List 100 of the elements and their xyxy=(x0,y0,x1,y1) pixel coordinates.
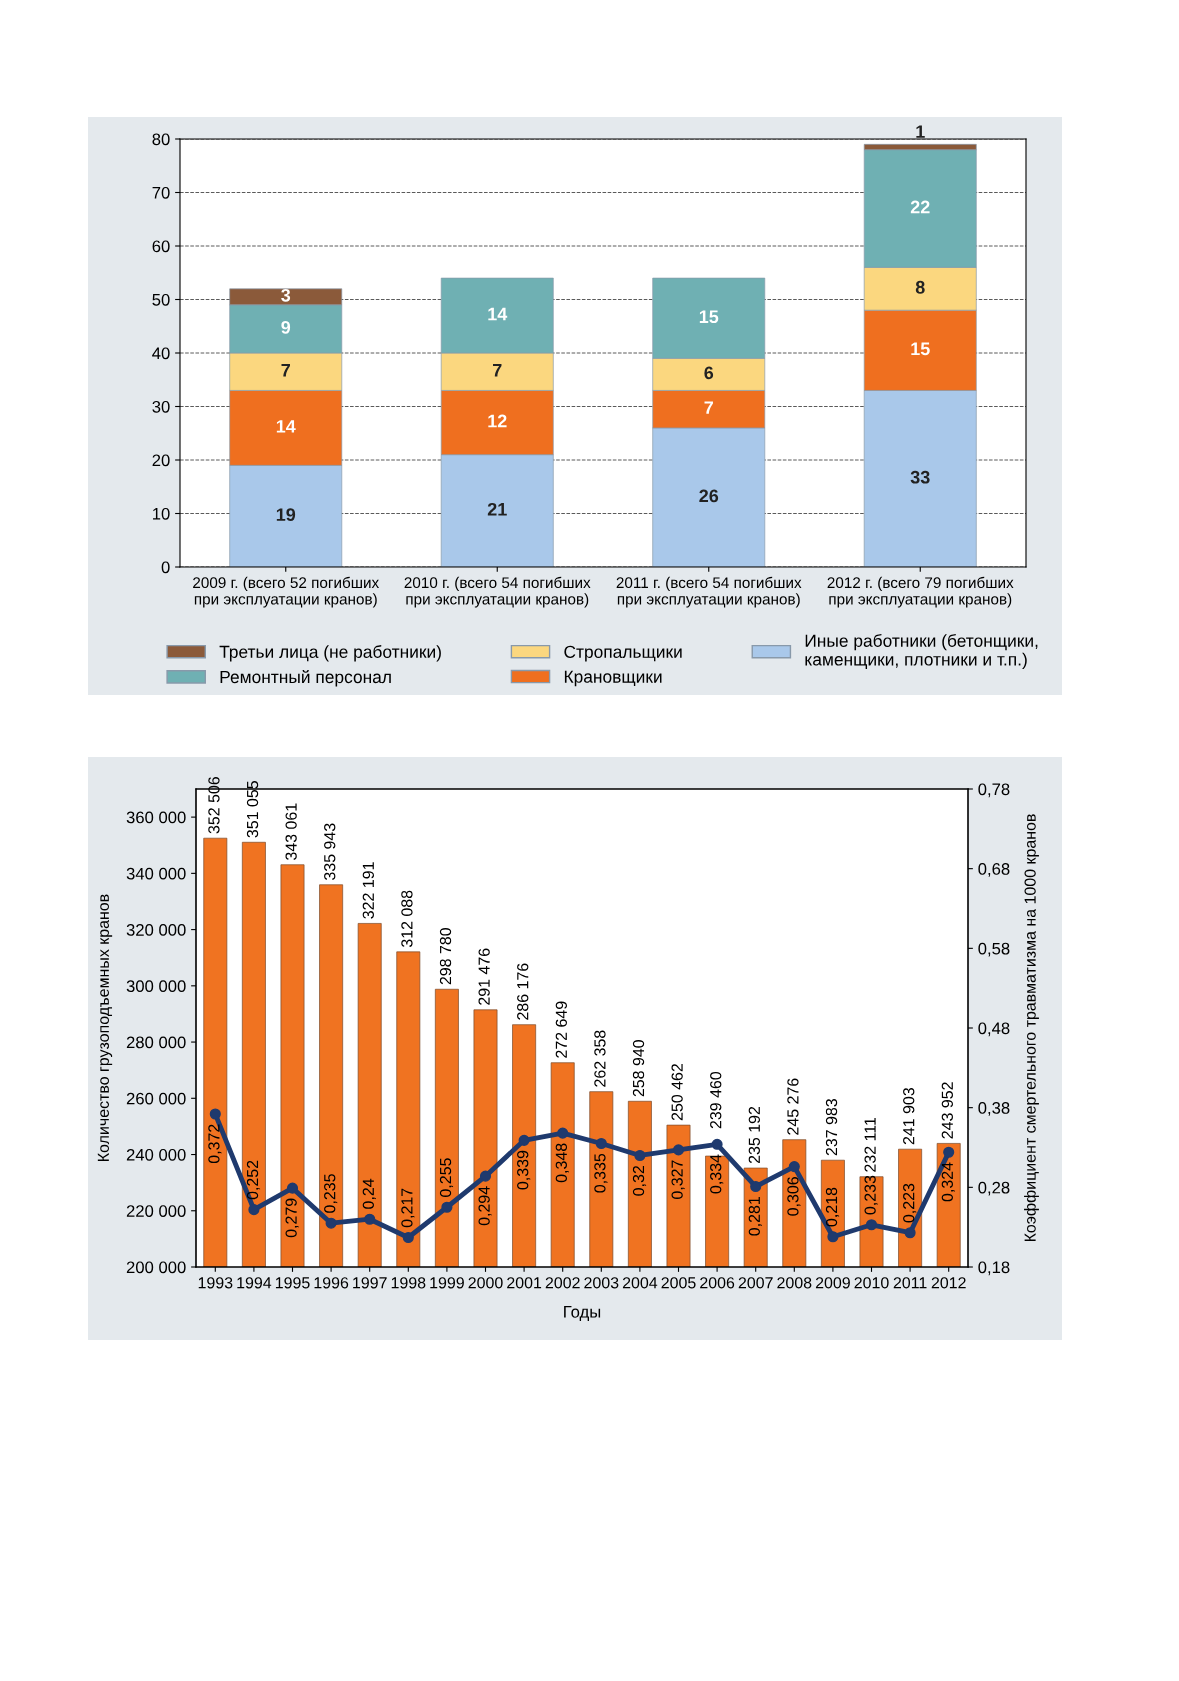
data-label: 6 xyxy=(704,366,714,380)
legend-label: Третьи лица (не работники) xyxy=(219,645,441,662)
y2-axis-title: Коэффициент смертельного травматизма на 1000 кранов xyxy=(1024,814,1039,1242)
data-label: 0,281 xyxy=(748,1197,762,1236)
y-tick-label: 300 000 xyxy=(126,980,186,993)
data-label: 291 476 xyxy=(478,948,490,1005)
data-label: 1 xyxy=(916,125,925,138)
y-tick-label: 80 xyxy=(152,133,170,146)
x-tick-label: 2006 xyxy=(700,1277,735,1289)
data-label: 0,252 xyxy=(246,1160,261,1200)
legend-label: Иные работники (бетонщики, каменщики, плотники и т.п.) xyxy=(805,633,1038,670)
data-label: 7 xyxy=(704,401,713,414)
y-tick-label: 10 xyxy=(153,507,170,520)
data-label: 0,294 xyxy=(478,1186,492,1226)
x-tick-label: 2010 xyxy=(854,1277,889,1289)
data-label: 239 460 xyxy=(710,1071,722,1129)
y-tick-label: 30 xyxy=(152,400,170,413)
data-label: 12 xyxy=(488,414,507,428)
y-tick-label: 0 xyxy=(161,561,170,574)
data-label: 0,217 xyxy=(401,1188,415,1228)
data-label: 7 xyxy=(281,363,290,377)
y-tick-label: 200 000 xyxy=(126,1261,186,1274)
x-tick-label: 2007 xyxy=(738,1277,773,1289)
y2-tick-label: 0,78 xyxy=(978,783,1010,798)
data-label: 15 xyxy=(699,310,719,324)
x-tick-label: 2008 xyxy=(777,1277,812,1289)
x-tick-label: 2009 xyxy=(815,1277,850,1289)
data-label: 272 649 xyxy=(555,1001,567,1058)
x-tick-label: 2011 г. (всего 54 погибших при эксплуатации кранов) xyxy=(616,576,802,608)
legend-label: Крановщики xyxy=(564,670,662,687)
x-tick-label: 1993 xyxy=(198,1277,233,1289)
data-label: 352 506 xyxy=(208,776,220,834)
data-label: 0,223 xyxy=(903,1183,917,1223)
x-tick-label: 2001 xyxy=(507,1277,542,1289)
legend-label: Стропальщики xyxy=(564,645,682,662)
x-tick-label: 2003 xyxy=(584,1277,619,1289)
data-label: 0,339 xyxy=(517,1150,531,1190)
y-tick-label: 70 xyxy=(152,186,170,199)
data-label: 0,327 xyxy=(671,1160,685,1199)
data-label: 26 xyxy=(699,489,719,503)
y-tick-label: 280 000 xyxy=(126,1036,186,1049)
y-tick-label: 220 000 xyxy=(126,1205,186,1217)
x-tick-label: 2005 xyxy=(661,1277,696,1289)
data-label: 286 176 xyxy=(517,963,529,1020)
data-label: 15 xyxy=(911,342,930,356)
x-axis-title: Годы xyxy=(564,1306,601,1321)
data-label: 0,372 xyxy=(208,1124,222,1164)
y-tick-label: 20 xyxy=(152,454,170,467)
data-label: 0,32 xyxy=(632,1165,647,1196)
data-label: 250 462 xyxy=(671,1064,683,1121)
x-tick-label: 2004 xyxy=(622,1277,658,1289)
x-tick-label: 1997 xyxy=(353,1277,387,1289)
x-tick-label: 2009 г. (всего 52 погибших при эксплуатации кранов) xyxy=(193,576,380,608)
data-label: 335 943 xyxy=(324,823,336,880)
data-label: 298 780 xyxy=(439,927,452,985)
data-label: 237 983 xyxy=(825,1099,838,1156)
data-label: 262 358 xyxy=(594,1030,606,1087)
legend-label: Ремонтный персонал xyxy=(220,670,391,687)
data-label: 14 xyxy=(276,420,296,433)
data-label: 343 061 xyxy=(285,803,297,860)
data-label: 312 088 xyxy=(401,890,413,948)
x-tick-label: 1995 xyxy=(275,1277,310,1289)
x-tick-label: 2011 xyxy=(893,1277,927,1289)
data-label: 0,235 xyxy=(324,1174,338,1213)
y-tick-label: 240 000 xyxy=(126,1148,186,1161)
data-label: 245 276 xyxy=(787,1078,799,1135)
data-label: 22 xyxy=(910,200,930,214)
data-label: 8 xyxy=(915,280,925,294)
data-label: 0,233 xyxy=(864,1175,878,1215)
data-label: 0,279 xyxy=(285,1198,299,1238)
x-tick-label: 1996 xyxy=(314,1277,349,1289)
y-tick-label: 60 xyxy=(152,240,170,253)
data-label: 243 952 xyxy=(941,1082,953,1139)
data-label: 322 191 xyxy=(362,862,374,919)
data-label: 19 xyxy=(276,508,296,522)
y-tick-label: 360 000 xyxy=(126,811,186,824)
x-tick-label: 2002 xyxy=(545,1277,580,1289)
data-label: 241 903 xyxy=(903,1087,915,1145)
data-label: 232 111 xyxy=(864,1117,876,1172)
y2-tick-label: 0,18 xyxy=(978,1261,1010,1276)
x-tick-label: 1998 xyxy=(391,1277,426,1289)
x-tick-label: 1994 xyxy=(237,1277,272,1289)
data-label: 351 055 xyxy=(246,781,259,838)
y2-tick-label: 0,38 xyxy=(978,1102,1010,1116)
data-label: 258 940 xyxy=(632,1040,645,1097)
y-tick-label: 260 000 xyxy=(126,1092,186,1105)
y-axis-title: Количество грузоподъемных кранов xyxy=(97,894,113,1161)
x-tick-label: 2010 г. (всего 54 погибших при эксплуатации кранов) xyxy=(404,576,591,608)
data-label: 0,334 xyxy=(710,1154,724,1194)
data-label: 3 xyxy=(281,288,291,302)
data-label: 0,255 xyxy=(439,1158,454,1197)
y2-tick-label: 0,28 xyxy=(978,1181,1010,1196)
y2-tick-label: 0,68 xyxy=(978,863,1010,877)
y-tick-label: 320 000 xyxy=(126,923,186,936)
data-label: 21 xyxy=(487,502,507,516)
x-tick-label: 1999 xyxy=(430,1277,464,1289)
data-label: 0,335 xyxy=(594,1153,608,1193)
data-label: 9 xyxy=(281,320,291,334)
data-label: 0,218 xyxy=(825,1187,840,1227)
y-tick-label: 50 xyxy=(152,293,170,306)
